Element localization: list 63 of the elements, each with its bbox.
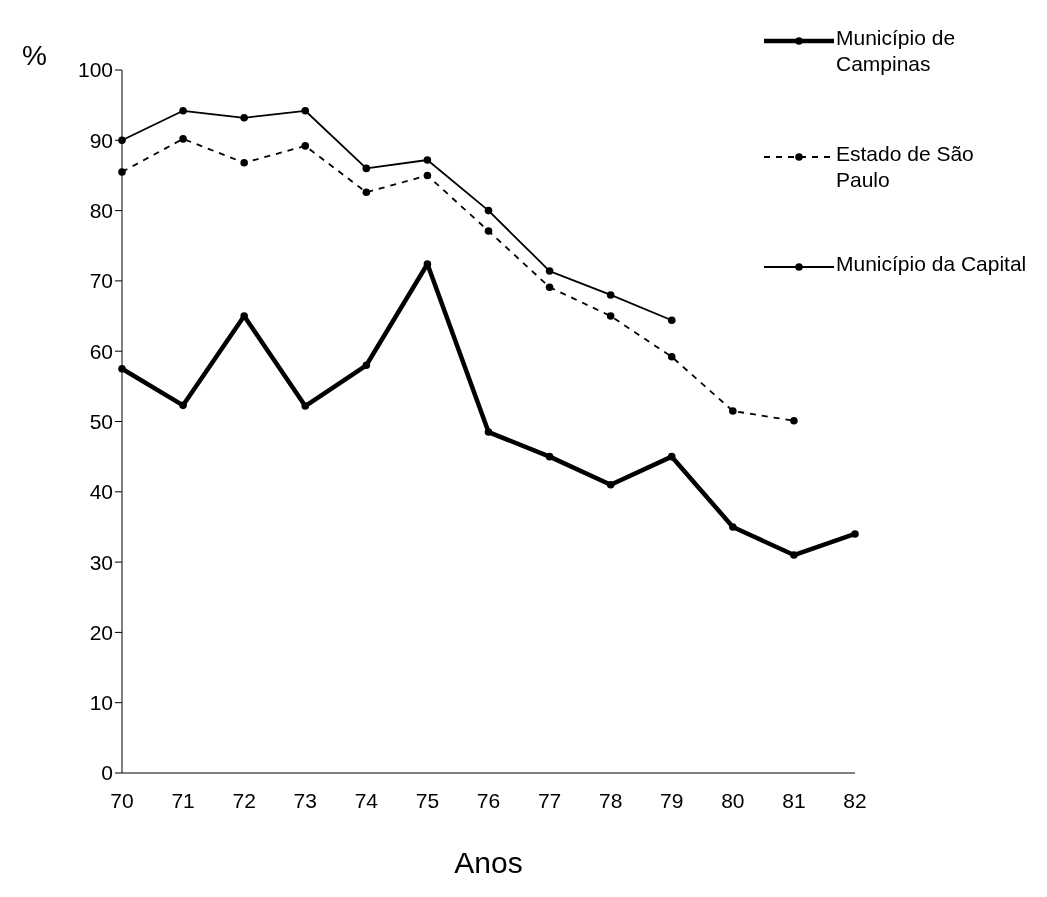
y-tick-label: 40 <box>89 480 113 504</box>
x-axis-title: Anos <box>454 846 523 879</box>
x-tick-label: 79 <box>660 788 684 812</box>
point <box>729 407 737 415</box>
y-tick-label: 90 <box>89 128 113 152</box>
point <box>118 364 126 373</box>
point <box>790 417 798 425</box>
point <box>240 159 248 167</box>
y-tick-label: 50 <box>89 409 113 433</box>
x-tick-label: 78 <box>598 788 623 812</box>
x-tick-label: 80 <box>721 788 745 812</box>
point <box>545 267 554 275</box>
point <box>362 164 371 173</box>
point <box>484 428 493 436</box>
point <box>118 136 126 145</box>
point <box>729 523 737 531</box>
point <box>423 171 432 180</box>
y-tick-label: 0 <box>101 761 113 785</box>
point <box>606 480 615 489</box>
point <box>667 316 676 325</box>
point <box>240 114 248 122</box>
point <box>423 156 432 164</box>
point <box>484 227 493 235</box>
point <box>301 142 310 150</box>
legend-label: Município de Campinas <box>836 25 957 77</box>
x-tick-label: 73 <box>293 788 317 812</box>
x-tick-label: 71 <box>171 788 195 812</box>
y-tick-label: 100 <box>77 58 113 82</box>
y-axis-title: % <box>22 40 47 72</box>
point <box>301 402 310 410</box>
y-tick-label: 10 <box>89 691 113 715</box>
x-tick-label: 75 <box>415 788 440 812</box>
y-tick-label: 80 <box>89 199 113 223</box>
y-tick-label: 70 <box>89 269 113 293</box>
point <box>545 283 554 292</box>
point <box>484 206 493 215</box>
y-tick-label: 60 <box>89 339 113 363</box>
point <box>667 353 676 361</box>
x-tick-label: 74 <box>354 788 379 812</box>
legend-label: Município da Capital <box>836 251 1028 277</box>
y-tick-label: 20 <box>89 620 113 644</box>
y-tick-label: 30 <box>89 550 113 574</box>
x-tick-label: 76 <box>476 788 501 812</box>
point <box>423 260 432 268</box>
point <box>851 530 859 538</box>
point <box>606 291 615 299</box>
point <box>301 106 310 115</box>
point <box>118 168 126 176</box>
point <box>667 452 676 461</box>
point <box>790 551 798 559</box>
point <box>179 401 187 410</box>
point <box>179 135 187 143</box>
legend-label: Estado de São Paulo <box>836 141 975 193</box>
point <box>545 452 554 461</box>
point <box>179 106 187 115</box>
x-tick-label: 82 <box>843 788 867 812</box>
x-tick-label: 81 <box>782 788 806 812</box>
point <box>362 361 371 370</box>
x-tick-label: 77 <box>537 788 562 812</box>
point <box>606 312 615 320</box>
x-tick-label: 70 <box>110 788 134 812</box>
x-tick-label: 72 <box>232 788 256 812</box>
point <box>362 188 371 197</box>
